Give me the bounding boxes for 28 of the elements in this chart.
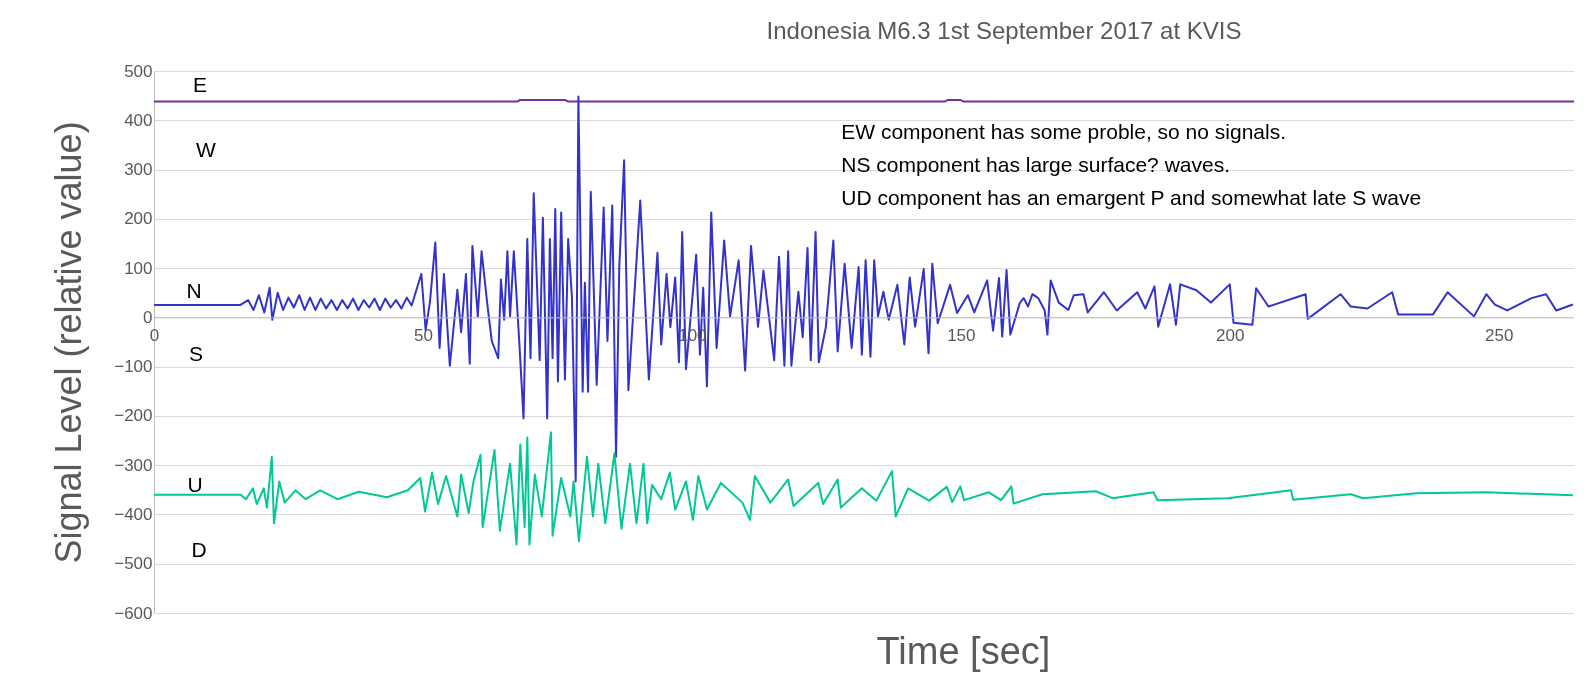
y-axis-title: Signal Level (relative value) <box>48 121 90 564</box>
y-tick-label: −200 <box>114 406 153 426</box>
y-tick-label: −600 <box>114 603 153 623</box>
x-tick-label: 50 <box>413 325 433 345</box>
annotation: E <box>192 73 208 96</box>
annotation: S <box>188 342 204 365</box>
annotation: EW component has some proble, so no signals. <box>841 120 1287 143</box>
annotation: UD component has an emargent P and somewhat late S wave <box>841 186 1422 209</box>
annotation: N <box>186 279 202 302</box>
annotation: W <box>196 138 217 161</box>
annotation: D <box>191 538 207 561</box>
x-tick-label: 200 <box>1216 325 1245 345</box>
y-tick-label: −100 <box>114 357 153 377</box>
x-axis-title: Time [sec] <box>876 630 1051 672</box>
annotation: NS component has large surface? waves. <box>841 153 1230 176</box>
y-tick-label: −500 <box>114 554 153 574</box>
y-tick-label: 300 <box>124 160 153 180</box>
y-tick-label: 0 <box>143 307 153 327</box>
chart-title: Indonesia M6.3 1st September 2017 at KVIS <box>766 17 1242 44</box>
x-tick-label: 250 <box>1485 325 1514 345</box>
x-tick-label: 150 <box>947 325 976 345</box>
annotation: U <box>187 473 203 496</box>
y-tick-label: −400 <box>114 504 153 524</box>
y-tick-label: 100 <box>124 258 153 278</box>
y-tick-label: 400 <box>124 110 153 130</box>
y-tick-label: 500 <box>124 61 153 81</box>
y-tick-label: −300 <box>114 455 153 475</box>
y-tick-label: 200 <box>124 209 153 229</box>
